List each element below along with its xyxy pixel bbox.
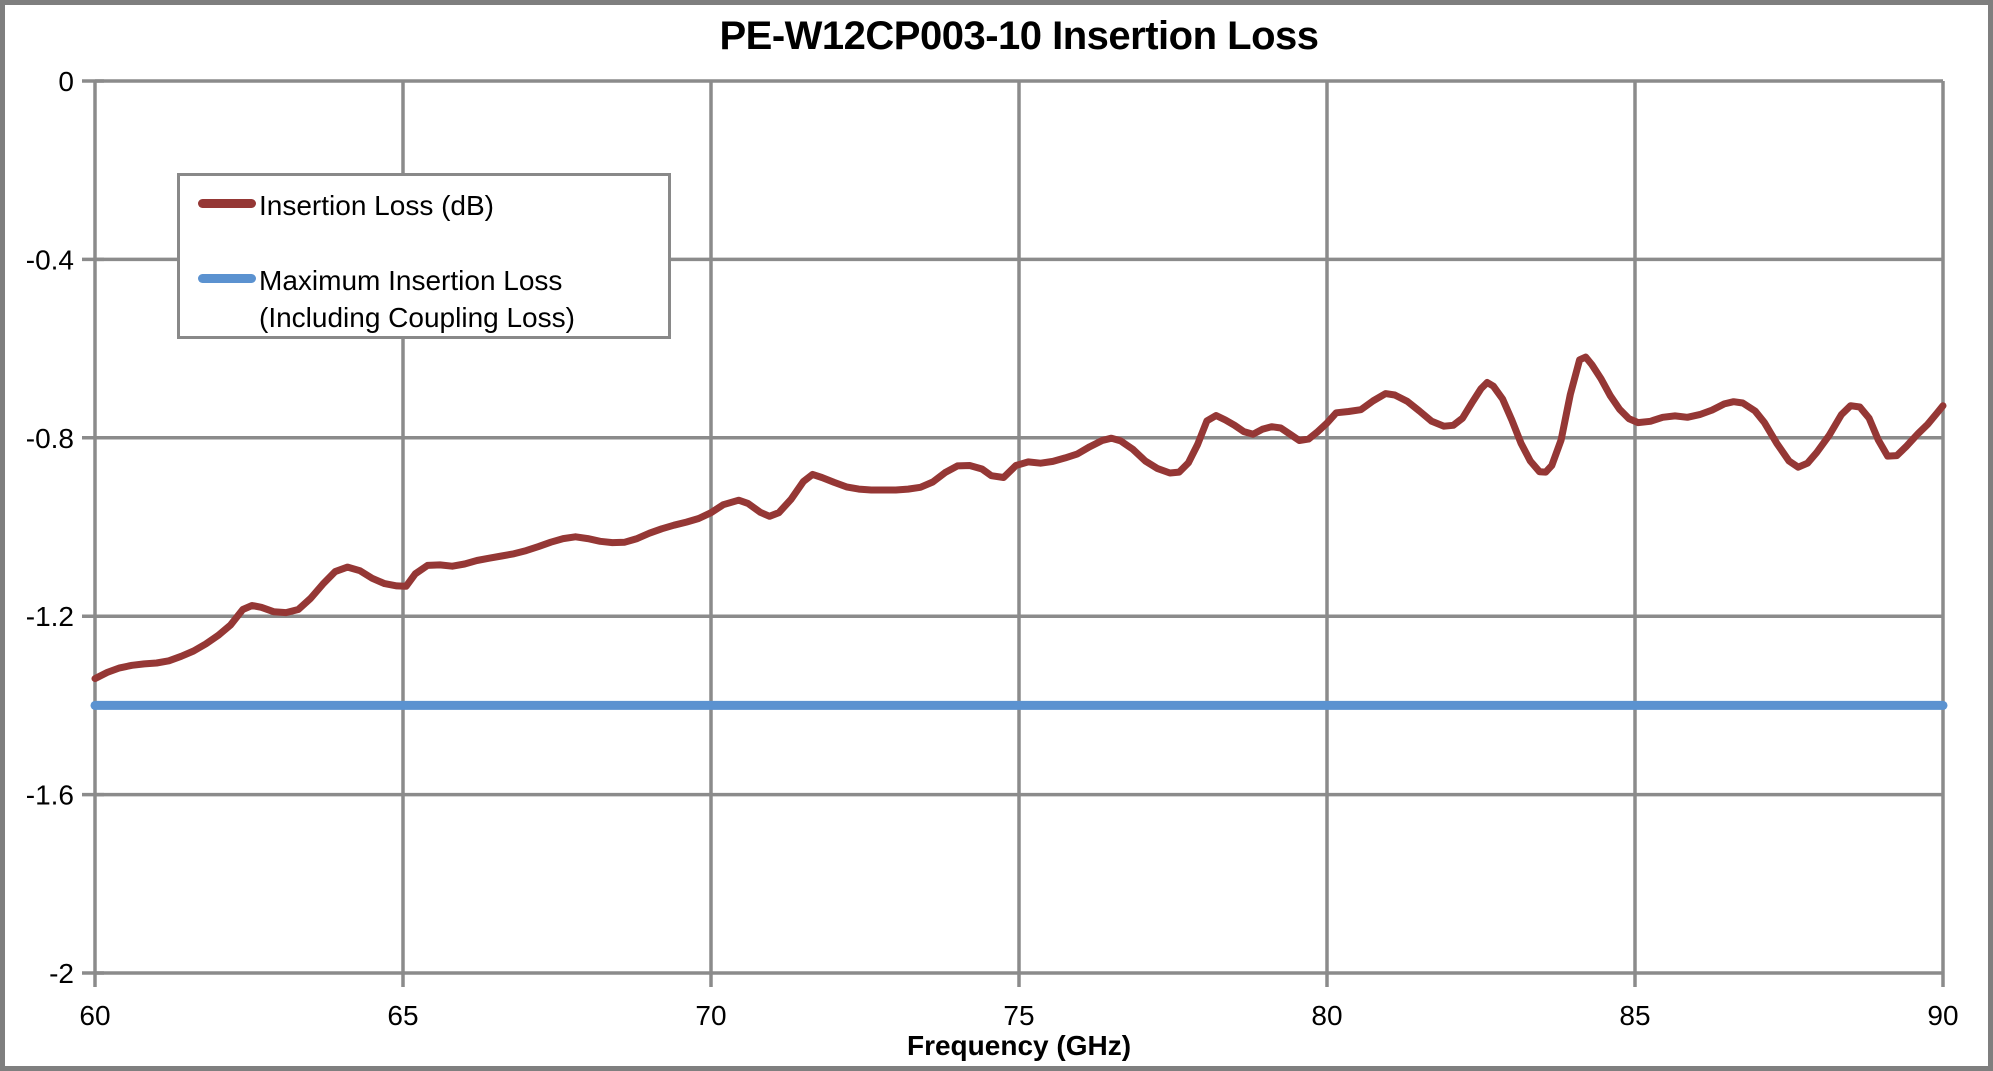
legend-item-max-insertion-loss: Maximum Insertion Loss (Including Coupli… [198,262,667,336]
svg-text:90: 90 [1927,1000,1958,1031]
axis-tick-marks [82,79,1945,987]
svg-text:0: 0 [58,66,74,97]
insertion-loss-db-series [91,353,1947,683]
svg-text:65: 65 [387,1000,418,1031]
svg-text:75: 75 [1003,1000,1034,1031]
x-tick-labels: 60 65 70 75 80 85 90 [79,1000,1958,1031]
legend: Insertion Loss (dB) Maximum Insertion Lo… [177,173,671,339]
svg-text:60: 60 [79,1000,110,1031]
svg-text:85: 85 [1619,1000,1650,1031]
svg-text:70: 70 [695,1000,726,1031]
svg-text:-0.8: -0.8 [26,423,74,454]
max-insertion-loss-line-swatch-icon [198,274,256,283]
svg-text:80: 80 [1311,1000,1342,1031]
legend-label-insertion-loss: Insertion Loss (dB) [259,190,494,221]
svg-text:-1.6: -1.6 [26,780,74,811]
svg-text:-2: -2 [49,958,74,989]
svg-text:-1.2: -1.2 [26,601,74,632]
legend-item-insertion-loss: Insertion Loss (dB) [198,187,667,224]
svg-text:-0.4: -0.4 [26,244,74,275]
y-tick-labels: 0 -0.4 -0.8 -1.2 -1.6 -2 [26,66,74,989]
legend-label-max-insertion-loss: Maximum Insertion Loss (Including Coupli… [259,265,575,333]
insertion-loss-line-swatch-icon [198,199,256,208]
x-axis-title: Frequency (GHz) [906,1030,1132,1061]
chart-title: PE-W12CP003-10 Insertion Loss [719,14,1319,58]
